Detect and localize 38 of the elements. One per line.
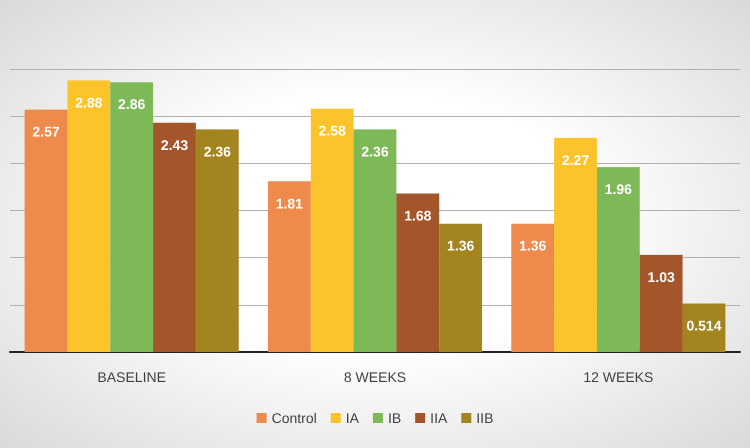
bar [640, 254, 683, 352]
bar [110, 82, 154, 352]
bar [396, 194, 440, 352]
legend-label: IIA [430, 410, 448, 426]
legend-label: IIB [476, 410, 494, 426]
data-label: 1.03 [648, 268, 675, 285]
data-label: 1.68 [404, 208, 432, 224]
bar [511, 224, 554, 352]
legend-label: IA [346, 410, 360, 426]
data-label: 2.36 [361, 143, 389, 160]
bar [67, 80, 110, 352]
data-label: 2.88 [75, 94, 103, 110]
bar [354, 129, 396, 352]
data-label: 2.57 [32, 124, 60, 140]
x-tick-label: BASELINE [97, 369, 166, 385]
bar [196, 129, 239, 352]
bar [596, 167, 640, 352]
data-label: 2.43 [160, 136, 188, 153]
bar [268, 181, 311, 352]
data-label: 2.36 [204, 143, 232, 160]
bar [24, 110, 68, 352]
bar [310, 108, 354, 352]
bar [153, 122, 196, 352]
legend-label: IB [388, 410, 402, 426]
data-label: 1.36 [447, 238, 474, 254]
data-label: 2.58 [318, 122, 346, 139]
x-tick-label: 8 WEEKS [344, 369, 406, 385]
bar [554, 138, 597, 352]
bar [439, 224, 482, 352]
legend-label: Control [272, 410, 317, 426]
data-label: 2.27 [562, 152, 590, 168]
data-label: 2.86 [118, 96, 146, 112]
data-label: 1.96 [604, 181, 632, 198]
data-label: 1.81 [276, 195, 304, 212]
x-tick-label: 12 WEEKS [583, 369, 654, 385]
data-label: 1.36 [519, 238, 547, 254]
data-label: 0.514 [686, 318, 722, 334]
bar [682, 304, 726, 352]
